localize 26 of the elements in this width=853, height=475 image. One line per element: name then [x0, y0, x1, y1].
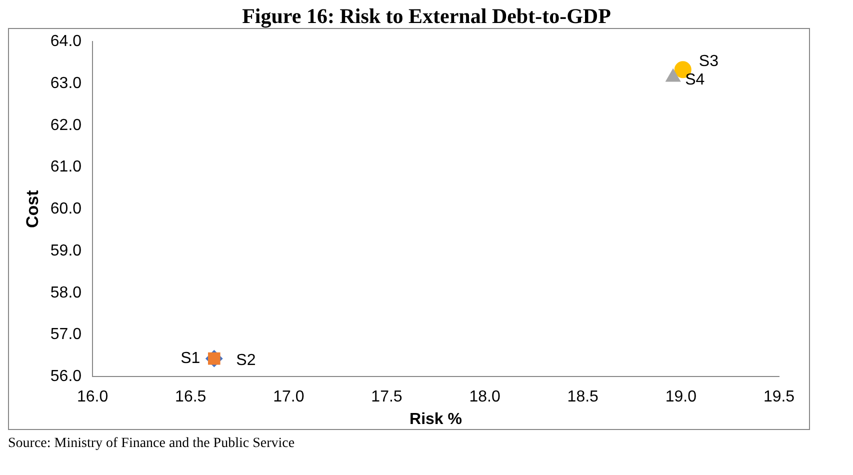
y-tick-label: 62.0: [50, 116, 82, 134]
series-label: S2: [236, 352, 256, 369]
y-tick-label: 60.0: [50, 200, 82, 218]
y-tick-label: 56.0: [50, 368, 82, 386]
x-tick-label: 16.5: [175, 388, 206, 406]
x-tick-label: 19.5: [763, 388, 795, 406]
source-note: Source: Ministry of Finance and the Public Service: [8, 436, 296, 452]
series-label: S1: [180, 350, 200, 367]
x-tick-label: 19.0: [665, 388, 697, 406]
x-tick-label: 16.0: [76, 388, 108, 406]
series-label: S3: [698, 53, 719, 70]
y-tick-label: 58.0: [50, 284, 82, 302]
y-tick-label: 64.0: [50, 33, 82, 50]
y-tick-label: 61.0: [50, 158, 82, 176]
point: [666, 68, 681, 82]
y-tick-label: 63.0: [50, 74, 82, 92]
x-tick-label: 17.0: [273, 388, 304, 406]
x-tick-label: 17.5: [371, 388, 402, 406]
x-tick-label: 18.5: [567, 388, 599, 406]
y-tick-label: 59.0: [50, 242, 82, 260]
y-axis-title: Cost: [22, 190, 42, 228]
chart-title: Figure 16: Risk to External Debt-to-GDP: [241, 4, 612, 28]
series-label: S4: [685, 72, 705, 89]
y-tick-label: 57.0: [50, 326, 82, 344]
x-axis-title: Risk %: [410, 410, 462, 428]
x-tick-label: 18.0: [469, 388, 500, 406]
